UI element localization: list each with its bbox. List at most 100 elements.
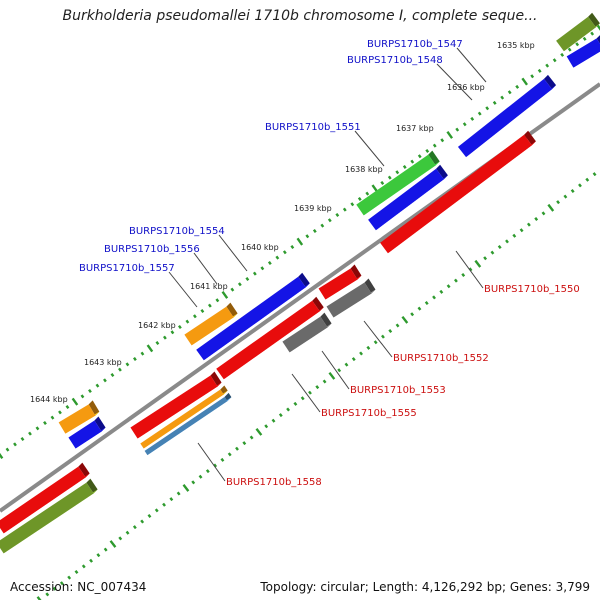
tick-mark xyxy=(198,474,203,479)
tick-mark xyxy=(140,351,145,356)
gene-olive-bottom xyxy=(0,478,98,554)
tick-mark xyxy=(350,202,355,207)
tick-mark xyxy=(200,308,205,313)
leader-line xyxy=(354,130,385,167)
tick-mark xyxy=(440,138,445,143)
tick-label: 1638 kbp xyxy=(345,165,383,174)
leader-line xyxy=(168,271,198,308)
tick-mark xyxy=(515,84,520,89)
tick-mark xyxy=(446,130,454,139)
tick-mark xyxy=(185,319,190,324)
gene-olive-top xyxy=(556,12,600,52)
tick-mark xyxy=(110,372,115,377)
tick-mark xyxy=(89,558,94,563)
gene-blue-top xyxy=(566,35,600,68)
tick-label: 1635 kbp xyxy=(497,41,535,50)
tick-mark xyxy=(182,484,190,492)
tick-mark xyxy=(401,315,409,324)
tick-mark xyxy=(541,211,546,216)
tick-mark xyxy=(28,431,32,436)
tick-mark xyxy=(264,424,269,429)
tick-mark xyxy=(162,335,167,340)
tick-mark xyxy=(395,323,400,328)
reverse-gene-label: BURPS1710b_1550 xyxy=(484,284,580,295)
tick-mark xyxy=(13,442,17,447)
tick-mark xyxy=(81,564,86,569)
tick-mark xyxy=(45,592,50,597)
tick-mark xyxy=(410,159,415,164)
tick-mark xyxy=(252,271,257,276)
tick-mark xyxy=(109,540,117,548)
tick-mark xyxy=(275,255,280,260)
tick-mark xyxy=(271,418,276,423)
tick-mark xyxy=(534,216,539,221)
tick-mark xyxy=(67,575,72,580)
tick-mark xyxy=(371,184,379,193)
tick-label: 1644 kbp xyxy=(30,395,68,404)
tick-mark xyxy=(43,420,47,425)
tick-mark xyxy=(52,586,57,591)
gene-burps1710b-1558 xyxy=(140,385,228,449)
tick-label: 1640 kbp xyxy=(241,243,279,252)
tick-mark xyxy=(424,301,429,306)
tick-mark xyxy=(50,415,55,420)
tick-mark xyxy=(220,457,225,462)
tick-mark xyxy=(381,334,385,339)
reverse-gene-label: BURPS1710b_1558 xyxy=(226,477,322,488)
tick-mark xyxy=(365,191,370,196)
tick-mark xyxy=(462,122,467,127)
gene-red-mid xyxy=(130,371,222,439)
accession-text: Accession: NC_007434 xyxy=(10,580,147,594)
tick-mark xyxy=(96,553,101,558)
tick-mark xyxy=(59,581,64,586)
gene-burps1710b-1548 xyxy=(457,74,557,158)
tick-mark xyxy=(402,164,407,169)
tick-mark xyxy=(547,203,555,212)
tick-mark xyxy=(417,154,422,159)
tick-mark xyxy=(592,172,597,177)
tick-mark xyxy=(545,63,550,68)
tick-mark xyxy=(237,282,242,287)
tick-mark xyxy=(35,426,40,431)
tick-mark xyxy=(215,298,220,303)
tick-mark xyxy=(293,401,298,406)
tick-mark xyxy=(305,234,310,239)
tick-mark xyxy=(359,351,363,356)
tick-mark xyxy=(170,330,175,335)
leader-line xyxy=(363,320,393,358)
tick-labels: 1635 kbp 1636 kbp 1637 kbp 1638 kbp 1639 kbp… xyxy=(30,41,535,404)
tick-mark xyxy=(176,491,181,496)
forward-gene-label: BURPS1710b_1547 xyxy=(367,39,463,50)
tick-mark xyxy=(103,547,108,552)
tick-mark xyxy=(245,276,250,281)
gene-green-pair-blue xyxy=(368,164,448,231)
tick-label: 1643 kbp xyxy=(84,358,122,367)
tick-mark xyxy=(286,407,291,412)
tick-mark xyxy=(308,390,312,395)
tick-mark xyxy=(103,378,107,383)
tick-mark xyxy=(485,106,490,111)
tick-mark xyxy=(395,170,400,175)
leader-line xyxy=(456,47,487,83)
tick-mark xyxy=(519,228,524,233)
tick-mark xyxy=(20,436,25,441)
tick-mark xyxy=(118,367,122,372)
tick-mark xyxy=(205,469,210,474)
tick-mark xyxy=(162,502,166,507)
reverse-gene-label: BURPS1710b_1552 xyxy=(393,353,489,364)
gene-features xyxy=(0,12,600,554)
tick-mark xyxy=(507,90,512,95)
tick-mark xyxy=(335,212,340,217)
gene-orange-small xyxy=(58,400,100,434)
tick-mark xyxy=(556,200,561,205)
tick-mark xyxy=(342,207,347,212)
tick-mark xyxy=(563,194,568,199)
leader-line xyxy=(193,252,218,285)
tick-mark xyxy=(230,287,235,292)
tick-mark xyxy=(169,497,174,502)
tick-mark xyxy=(80,394,85,399)
tick-mark xyxy=(578,183,582,188)
tick-mark xyxy=(267,260,272,265)
tick-mark xyxy=(278,413,283,418)
